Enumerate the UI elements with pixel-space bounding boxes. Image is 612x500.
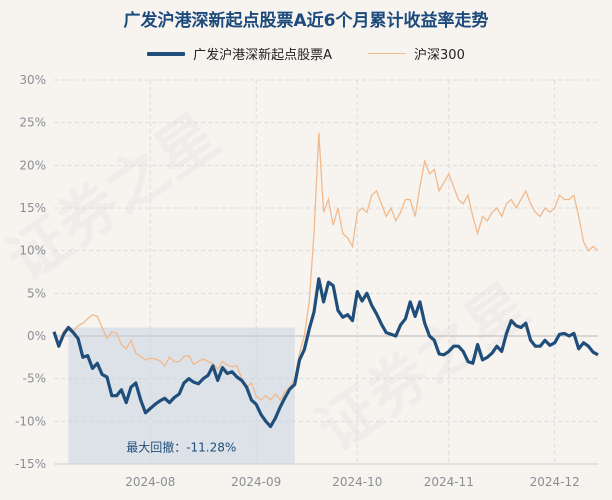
y-tick-label: 15%: [19, 201, 46, 215]
y-tick-label: 20%: [19, 158, 46, 172]
legend: 广发沪港深新起点股票A 沪深300: [0, 44, 612, 63]
x-tick-label: 2024-08: [125, 475, 175, 489]
y-tick-label: 25%: [19, 116, 46, 130]
chart-title: 广发沪港深新起点股票A近6个月累计收益率走势: [123, 11, 489, 31]
y-tick-label: 0%: [27, 329, 46, 343]
x-tick-label: 2024-12: [530, 475, 580, 489]
y-tick-label: -5%: [23, 372, 46, 386]
x-tick-label: 2024-09: [231, 475, 281, 489]
y-tick-label: 30%: [19, 73, 46, 87]
series-line-fund: [52, 277, 599, 429]
y-tick-label: 5%: [27, 286, 46, 300]
y-tick-label: 10%: [19, 244, 46, 258]
series-line-hs300: [53, 132, 599, 402]
legend-swatch-fund: [147, 51, 186, 56]
y-tick-label: -10%: [15, 414, 46, 428]
x-tick-label: 2024-10: [332, 475, 382, 489]
legend-swatch-index: [368, 52, 407, 55]
y-tick-label: -15%: [15, 457, 46, 471]
legend-item-fund: 广发沪港深新起点股票A: [147, 44, 332, 63]
legend-item-index: 沪深300: [368, 44, 465, 63]
x-tick-label: 2024-11: [424, 475, 474, 489]
legend-label-index: 沪深300: [414, 48, 465, 63]
legend-label-fund: 广发沪港深新起点股票A: [193, 48, 333, 63]
drawdown-annotation: 最大回撤：-11.28%: [126, 439, 236, 454]
